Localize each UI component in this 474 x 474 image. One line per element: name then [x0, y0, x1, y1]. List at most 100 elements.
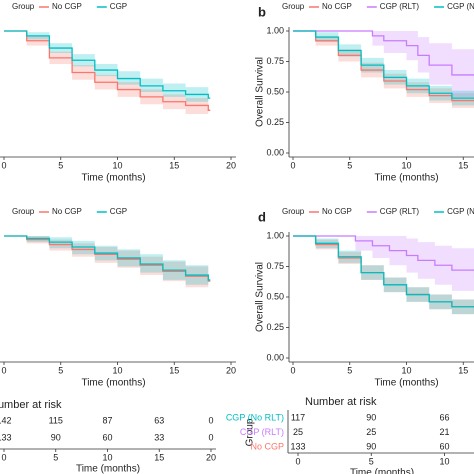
survival-curve	[293, 30, 474, 81]
y-axis-title: Overall Survival	[255, 262, 266, 332]
x-tick-label: 10	[112, 160, 122, 170]
x-tick-label: 10	[112, 365, 122, 375]
risk-x-tick-label: 10	[102, 452, 112, 462]
legend-label: No CGP	[52, 207, 82, 216]
risk-x-tick-label: 15	[154, 452, 164, 462]
risk-count: 33	[154, 432, 164, 442]
y-tick-label: 0.25	[266, 322, 284, 332]
risk-count: 115	[49, 415, 63, 425]
x-axis-title: Time (months)	[374, 173, 438, 184]
risk-count: 25	[293, 427, 303, 437]
risk-x-title: Time (months)	[76, 464, 140, 474]
x-tick-label: 5	[347, 365, 352, 375]
confidence-band	[293, 31, 474, 97]
x-tick-label: 15	[458, 160, 468, 170]
risk-count: 0	[208, 432, 213, 442]
legend-label: CGP (No RLT)	[447, 2, 474, 11]
x-tick-label: 20	[226, 365, 236, 375]
y-tick-label: 1.00	[266, 230, 284, 240]
risk-table-title: Number at risk	[305, 396, 377, 408]
risk-count: 117	[291, 412, 305, 422]
risk-x-tick-label: 0	[295, 456, 300, 466]
panel-label: b	[258, 4, 266, 19]
legend-title: Group	[282, 207, 305, 216]
risk-count: 60	[102, 432, 112, 442]
risk-count: 25	[366, 427, 376, 437]
y-tick-label: 0.00	[266, 352, 284, 362]
x-axis-title: Time (months)	[374, 378, 438, 389]
risk-x-tick-label: 20	[206, 452, 216, 462]
risk-count: 21	[439, 427, 449, 437]
survival-curve	[4, 235, 211, 281]
risk-count: 66	[439, 412, 449, 422]
legend-label: No CGP	[322, 2, 352, 11]
risk-x-tick-label: 5	[53, 452, 58, 462]
legend-title: Group	[12, 2, 35, 11]
y-tick-label: 0.75	[266, 56, 284, 66]
y-tick-label: 1.00	[266, 25, 284, 35]
x-tick-label: 15	[169, 365, 179, 375]
risk-count: 0	[208, 415, 213, 425]
y-tick-label: 0.75	[266, 261, 284, 271]
legend-title: Group	[282, 2, 305, 11]
confidence-band	[4, 31, 209, 107]
legend-label: CGP	[110, 2, 127, 11]
legend-title: Group	[12, 207, 35, 216]
survival-curve	[4, 30, 211, 99]
risk-row-label: CGP (RLT)	[240, 427, 284, 437]
x-tick-label: 10	[401, 160, 411, 170]
risk-y-title: Group	[245, 418, 256, 446]
legend-label: No CGP	[52, 2, 82, 11]
risk-count: 133	[290, 441, 305, 451]
risk-count: 142	[0, 415, 12, 425]
legend-label: CGP (RLT)	[380, 2, 420, 11]
confidence-band	[4, 236, 209, 291]
risk-count: 133	[0, 432, 12, 442]
panel: Group No CGP CGP 0 5 10 15 20 Time (months)	[0, 2, 236, 184]
risk-count: 90	[366, 441, 376, 451]
panel-label: d	[258, 209, 266, 224]
x-tick-label: 5	[58, 365, 63, 375]
survival-curve	[293, 30, 474, 103]
x-tick-label: 0	[290, 365, 295, 375]
survival-curve	[293, 235, 474, 277]
y-tick-label: 0.50	[266, 291, 284, 301]
y-axis-title: Overall Survival	[255, 57, 266, 127]
legend-label: CGP (RLT)	[380, 207, 420, 216]
x-tick-label: 15	[169, 160, 179, 170]
panel: b Group No CGP CGP (RLT) CGP (No RLT) Overall…	[255, 2, 474, 184]
y-tick-label: 0.25	[266, 117, 284, 127]
x-tick-label: 0	[290, 160, 295, 170]
x-tick-label: 5	[58, 160, 63, 170]
risk-count: 63	[154, 415, 164, 425]
risk-count: 87	[102, 415, 112, 425]
risk-x-tick-label: 5	[369, 456, 374, 466]
x-tick-label: 15	[458, 365, 468, 375]
risk-row-label: CGP (No RLT)	[226, 412, 284, 422]
risk-count: 60	[439, 441, 449, 451]
risk-count: 90	[51, 432, 61, 442]
risk-x-tick-label: 10	[439, 456, 449, 466]
risk-count: 90	[366, 412, 376, 422]
legend-label: CGP	[110, 207, 127, 216]
legend-label: No CGP	[322, 207, 352, 216]
x-tick-label: 0	[1, 365, 6, 375]
x-axis-title: Time (months)	[81, 378, 145, 389]
risk-table-title: Number at risk	[0, 399, 62, 411]
x-tick-label: 5	[347, 160, 352, 170]
x-axis-title: Time (months)	[81, 173, 145, 184]
risk-row-label: No CGP	[250, 441, 284, 451]
y-tick-label: 0.00	[266, 147, 284, 157]
confidence-band	[293, 236, 474, 291]
survival-curve	[293, 235, 474, 313]
risk-x-tick-label: 0	[1, 452, 6, 462]
y-tick-label: 0.50	[266, 86, 284, 96]
panel: Group No CGP CGP 0 5 10 15 20 Time (months) Numbe…	[0, 207, 236, 474]
x-tick-label: 20	[226, 160, 236, 170]
risk-x-title: Time (months)	[350, 468, 414, 474]
confidence-band	[4, 236, 209, 293]
x-tick-label: 10	[401, 365, 411, 375]
x-tick-label: 0	[1, 160, 6, 170]
